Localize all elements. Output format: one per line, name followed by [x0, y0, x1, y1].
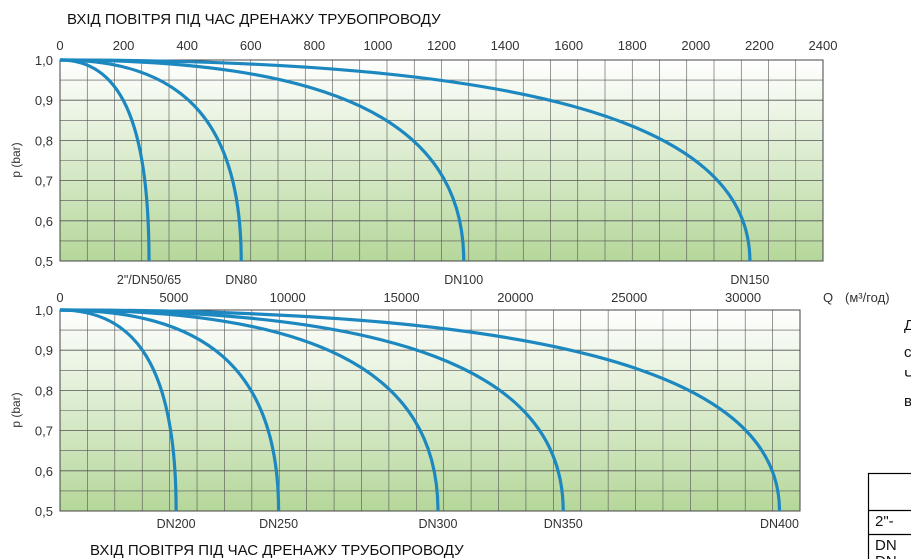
x-tick-label: 400 [176, 38, 198, 53]
x-tick-label: 200 [113, 38, 135, 53]
x-tick-label: 600 [240, 38, 262, 53]
y-axis-label: p (bar) [9, 142, 23, 177]
x-tick-label: 800 [303, 38, 325, 53]
y-axis-label: p (bar) [9, 392, 23, 427]
series-line [59, 308, 178, 512]
flow-axis-symbol: Q [823, 290, 833, 305]
x-tick-label: 1600 [554, 38, 583, 53]
chart-title-top: ВХІД ПОВІТРЯ ПІД ЧАС ДРЕНАЖУ ТРУБОПРОВОД… [67, 11, 441, 28]
side-text-line: в [904, 393, 911, 410]
plot-frame [59, 309, 801, 512]
side-text-block: Д с Ч в [904, 317, 911, 410]
series-label: DN200 [157, 517, 196, 531]
x-tick-label: 1400 [491, 38, 520, 53]
table-cell: 2"- [875, 513, 894, 530]
series-label: DN80 [225, 273, 257, 287]
x-tick-label: 10000 [270, 290, 306, 305]
side-text-line: Д [904, 317, 911, 334]
bottom-chart-panel: 0 5000 10000 15000 20000 25000 30000 0,5 0,6 0,7 0… [9, 290, 801, 531]
chart-title-bottom: ВХІД ПОВІТРЯ ПІД ЧАС ДРЕНАЖУ ТРУБОПРОВОД… [90, 542, 464, 559]
series-line [59, 308, 281, 512]
y-tick-label: 1,0 [35, 303, 53, 318]
series-label: DN400 [760, 517, 799, 531]
table-cell: DN [875, 553, 897, 559]
plot-frame [59, 59, 824, 262]
series-label: DN100 [444, 273, 483, 287]
x-tick-label: 1000 [363, 38, 392, 53]
partial-table: 2"- DN DN [867, 472, 911, 559]
series-label: DN300 [419, 517, 458, 531]
series-label: DN350 [544, 517, 583, 531]
series-line [59, 58, 752, 262]
series-line [59, 58, 466, 262]
table-frame [867, 472, 911, 559]
series-label: DN250 [259, 517, 298, 531]
x-tick-label: 30000 [725, 290, 761, 305]
y-tick-label: 0,8 [35, 383, 53, 398]
x-tick-label: 1800 [618, 38, 647, 53]
x-tick-label: 0 [56, 38, 63, 53]
series-line [59, 58, 151, 262]
top-chart-panel: 0 200 400 600 800 1000 1200 1400 1600 1800 2000 220… [9, 38, 837, 287]
series-label: 2"/DN50/65 [117, 273, 181, 287]
y-tick-label: 0,6 [35, 214, 53, 229]
series-label: DN150 [730, 273, 769, 287]
x-tick-label: 2000 [681, 38, 710, 53]
x-tick-label: 2200 [745, 38, 774, 53]
y-tick-label: 0,9 [35, 343, 53, 358]
x-tick-label: 20000 [497, 290, 533, 305]
y-tick-label: 0,5 [35, 504, 53, 519]
side-text-line: Ч [904, 367, 911, 384]
x-tick-label: 25000 [611, 290, 647, 305]
y-tick-label: 0,7 [35, 174, 53, 189]
y-tick-label: 0,9 [35, 93, 53, 108]
y-tick-label: 0,5 [35, 254, 53, 269]
x-tick-label: 2400 [809, 38, 838, 53]
y-tick-label: 1,0 [35, 53, 53, 68]
y-tick-label: 0,7 [35, 424, 53, 439]
x-tick-label: 5000 [159, 290, 188, 305]
table-cell: DN [875, 537, 897, 554]
series-line [59, 308, 782, 512]
x-tick-label: 1200 [427, 38, 456, 53]
side-text-line: с [904, 344, 911, 361]
series-line [59, 308, 565, 512]
series-line [59, 58, 243, 262]
y-tick-label: 0,6 [35, 464, 53, 479]
y-tick-label: 0,8 [35, 133, 53, 148]
flow-unit-label: (м³/год) [845, 290, 890, 305]
x-tick-label: 0 [56, 290, 63, 305]
x-tick-label: 15000 [383, 290, 419, 305]
